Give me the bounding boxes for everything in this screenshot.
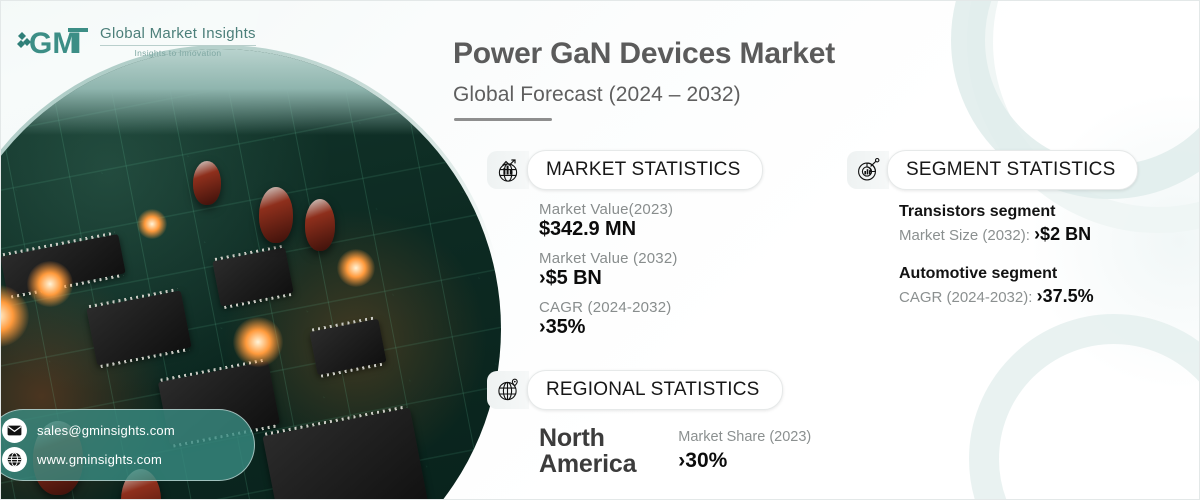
market-cagr-label: CAGR (2024-2032) bbox=[539, 299, 672, 316]
market-statistics-pill[interactable]: MARKET STATISTICS bbox=[527, 150, 764, 190]
logo-divider bbox=[100, 45, 256, 47]
svg-text:GM: GM bbox=[29, 27, 77, 59]
automotive-segment-item: Automotive segment CAGR (2024-2032): ›37… bbox=[899, 265, 1138, 307]
brand-tagline: Insights to Innovation bbox=[134, 48, 222, 59]
market-statistics-heading: MARKET STATISTICS bbox=[546, 159, 741, 180]
region-metric-value: ›30% bbox=[678, 449, 728, 472]
market-cagr-item: CAGR (2024-2032) ›35% bbox=[539, 299, 763, 339]
pcb-chip bbox=[309, 318, 387, 376]
contact-email-row[interactable]: sales@gminsights.com bbox=[2, 418, 254, 443]
automotive-segment-title: Automotive segment bbox=[899, 265, 1058, 282]
transistors-segment-line: Market Size (2032): ›$2 BN bbox=[899, 224, 1092, 244]
market-value-2032-label: Market Value (2032) bbox=[539, 250, 678, 267]
pie-chart-target-icon bbox=[847, 151, 889, 189]
market-cagr-value: ›35% bbox=[539, 316, 586, 338]
envelope-icon bbox=[2, 418, 27, 443]
brand-logo[interactable]: GM I Global Market Insights Insights to … bbox=[15, 25, 256, 59]
pcb-capacitor bbox=[305, 199, 335, 251]
segment-statistics-header[interactable]: SEGMENT STATISTICS bbox=[847, 150, 1139, 190]
pcb-led-glow bbox=[337, 249, 375, 287]
region-metric: Market Share (2023) ›30% bbox=[678, 425, 811, 473]
gmi-logo-mark: GM I bbox=[15, 25, 93, 59]
contact-website: www.gminsights.com bbox=[37, 452, 162, 467]
pcb-chip bbox=[212, 247, 294, 307]
contact-website-row[interactable]: www.gminsights.com bbox=[2, 447, 254, 472]
automotive-segment-line: CAGR (2024-2032): ›37.5% bbox=[899, 286, 1094, 306]
contact-email: sales@gminsights.com bbox=[37, 423, 175, 438]
regional-statistics-heading: REGIONAL STATISTICS bbox=[546, 379, 760, 400]
regional-statistics-block: REGIONAL STATISTICS North America Market… bbox=[487, 370, 811, 477]
region-metric-label: Market Share (2023) bbox=[678, 429, 812, 445]
pcb-led-glow bbox=[137, 209, 167, 239]
region-name: North America bbox=[539, 425, 636, 477]
globe-icon bbox=[2, 447, 27, 472]
pcb-capacitor bbox=[193, 161, 221, 205]
globe-pin-icon bbox=[487, 371, 529, 409]
segment-statistics-heading: SEGMENT STATISTICS bbox=[906, 159, 1116, 180]
page-title: Power GaN Devices Market bbox=[453, 37, 836, 70]
transistors-segment-title: Transistors segment bbox=[899, 203, 1056, 220]
market-value-2023-label: Market Value(2023) bbox=[539, 201, 674, 218]
svg-text:I: I bbox=[73, 27, 81, 59]
title-underline bbox=[454, 118, 552, 121]
regional-statistics-header[interactable]: REGIONAL STATISTICS bbox=[487, 370, 811, 410]
regional-statistics-pill[interactable]: REGIONAL STATISTICS bbox=[527, 370, 783, 410]
region-name-line2: America bbox=[539, 450, 637, 478]
segment-statistics-pill[interactable]: SEGMENT STATISTICS bbox=[887, 150, 1139, 190]
brand-name: Global Market Insights bbox=[100, 24, 256, 42]
market-value-2023-value: $342.9 MN bbox=[539, 218, 636, 240]
segment-statistics-block: SEGMENT STATISTICS Transistors segment M… bbox=[847, 150, 1139, 307]
background-arc-bottom-right bbox=[969, 314, 1199, 499]
globe-chart-icon bbox=[487, 151, 529, 189]
market-value-2032-item: Market Value (2032) ›$5 BN bbox=[539, 250, 763, 290]
pcb-led-glow bbox=[233, 317, 283, 367]
contact-pill: sales@gminsights.com www.gminsights.com bbox=[1, 409, 255, 481]
market-value-2023-item: Market Value(2023) $342.9 MN bbox=[539, 201, 763, 241]
page-subtitle: Global Forecast (2024 – 2032) bbox=[453, 83, 741, 106]
market-statistics-block: MARKET STATISTICS Market Value(2023) $34… bbox=[487, 150, 764, 339]
market-statistics-header[interactable]: MARKET STATISTICS bbox=[487, 150, 764, 190]
region-name-line1: North bbox=[539, 424, 605, 452]
market-value-2032-value: ›$5 BN bbox=[539, 267, 602, 289]
transistors-segment-item: Transistors segment Market Size (2032): … bbox=[899, 203, 1138, 245]
pcb-led-glow bbox=[27, 261, 73, 307]
pcb-top-fade bbox=[1, 49, 501, 135]
pcb-capacitor bbox=[259, 187, 293, 243]
